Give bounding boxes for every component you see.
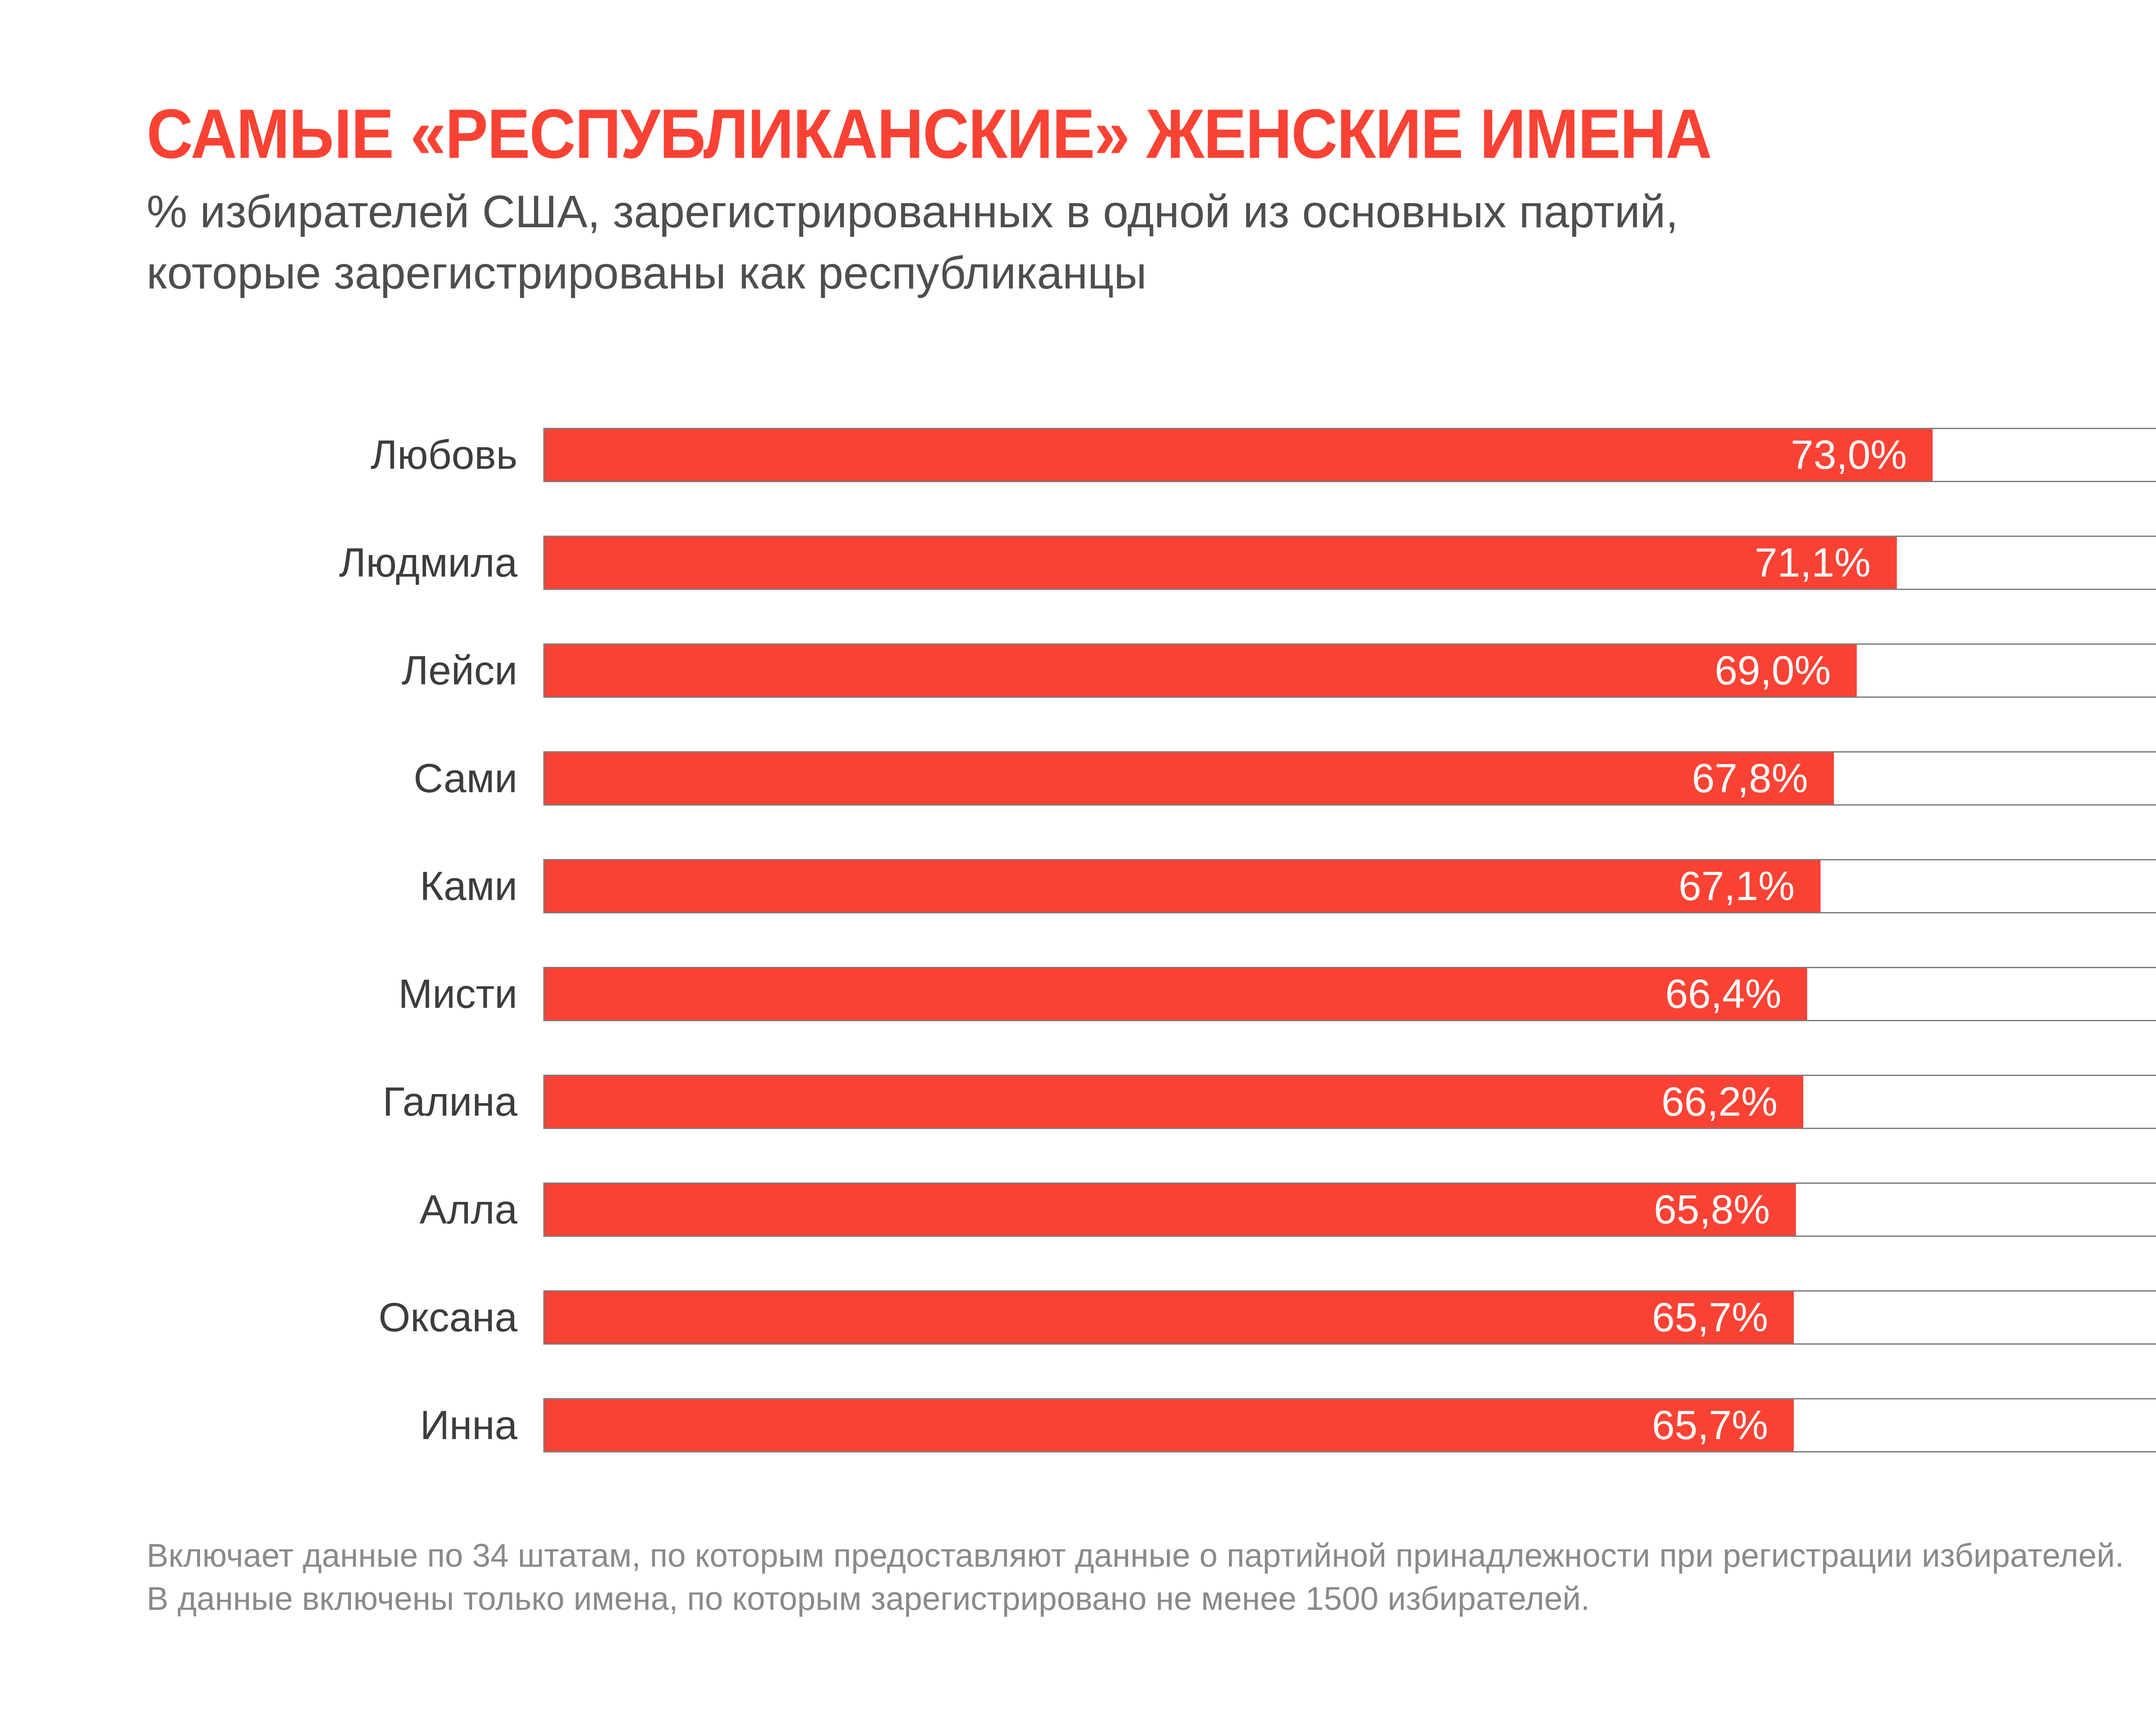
chart-row: Инна 65,7% xyxy=(0,1398,2156,1452)
bar-label: Людмила xyxy=(339,540,517,586)
chart-row: Сами 67,8% xyxy=(0,751,2156,806)
bar-value-label: 65,7% xyxy=(1651,1402,1768,1448)
footnote: Включает данные по 34 штатам, по которым… xyxy=(147,1534,2124,1621)
bar-track: 65,8% xyxy=(543,1182,2156,1237)
chart-subtitle: % избирателей США, зарегистрированных в … xyxy=(147,181,1678,304)
chart-row: Лейси 69,0% xyxy=(0,643,2156,698)
bar-track: 65,7% xyxy=(543,1398,2156,1452)
bar-value-label: 69,0% xyxy=(1714,647,1831,693)
bar-fill: 66,2% xyxy=(545,1076,1804,1128)
bar-value-label: 67,8% xyxy=(1692,755,1808,801)
page-title: САМЫЕ «РЕСПУБЛИКАНСКИЕ» ЖЕНСКИЕ ИМЕНА xyxy=(147,95,1712,173)
chart-row: Оксана 65,7% xyxy=(0,1290,2156,1345)
chart-row: Мисти 66,4% xyxy=(0,967,2156,1021)
bar-track: 69,0% xyxy=(543,643,2156,698)
bar-value-label: 65,8% xyxy=(1654,1186,1770,1233)
bar-label: Галина xyxy=(382,1079,517,1125)
bar-fill: 65,7% xyxy=(545,1399,1794,1451)
bar-label: Любовь xyxy=(370,432,517,478)
bar-label: Сами xyxy=(414,756,517,801)
bar-fill: 69,0% xyxy=(545,645,1857,696)
bar-value-label: 73,0% xyxy=(1790,432,1907,478)
bar-value-label: 65,7% xyxy=(1651,1294,1768,1340)
bar-value-label: 66,2% xyxy=(1661,1079,1778,1125)
bar-fill: 73,0% xyxy=(545,429,1933,481)
bar-track: 66,2% xyxy=(543,1075,2156,1129)
bar-fill: 65,8% xyxy=(545,1184,1796,1236)
bar-fill: 67,1% xyxy=(545,860,1821,912)
chart-row: Людмила 71,1% xyxy=(0,536,2156,590)
chart-row: Ками 67,1% xyxy=(0,859,2156,913)
bar-track: 73,0% xyxy=(543,428,2156,482)
bar-label: Лейси xyxy=(401,648,517,693)
chart-subtitle-line2: которые зарегистрированы как республикан… xyxy=(147,248,1147,298)
chart-row: Алла 65,8% xyxy=(0,1182,2156,1237)
bar-track: 67,1% xyxy=(543,859,2156,913)
bar-label: Алла xyxy=(419,1187,517,1233)
bar-label: Ками xyxy=(420,863,517,909)
bar-fill: 67,8% xyxy=(545,753,1834,804)
chart-subtitle-line1: % избирателей США, зарегистрированных в … xyxy=(147,186,1679,237)
bar-fill: 66,4% xyxy=(545,968,1808,1020)
bar-label: Инна xyxy=(420,1402,517,1448)
bar-value-label: 71,1% xyxy=(1755,539,1871,586)
footnote-line2: В данные включены только имена, по котор… xyxy=(147,1581,1590,1617)
chart-row: Галина 66,2% xyxy=(0,1075,2156,1129)
bar-value-label: 66,4% xyxy=(1665,971,1782,1017)
bar-fill: 71,1% xyxy=(545,537,1897,589)
bar-label: Оксана xyxy=(378,1295,517,1340)
bar-track: 65,7% xyxy=(543,1290,2156,1345)
bar-fill: 65,7% xyxy=(545,1292,1794,1343)
chart-row: Любовь 73,0% xyxy=(0,428,2156,482)
bar-track: 71,1% xyxy=(543,536,2156,590)
bar-track: 66,4% xyxy=(543,967,2156,1021)
bar-value-label: 67,1% xyxy=(1678,863,1795,909)
bar-label: Мисти xyxy=(398,971,517,1017)
footnote-line1: Включает данные по 34 штатам, по которым… xyxy=(147,1537,2124,1574)
bar-track: 67,8% xyxy=(543,751,2156,806)
